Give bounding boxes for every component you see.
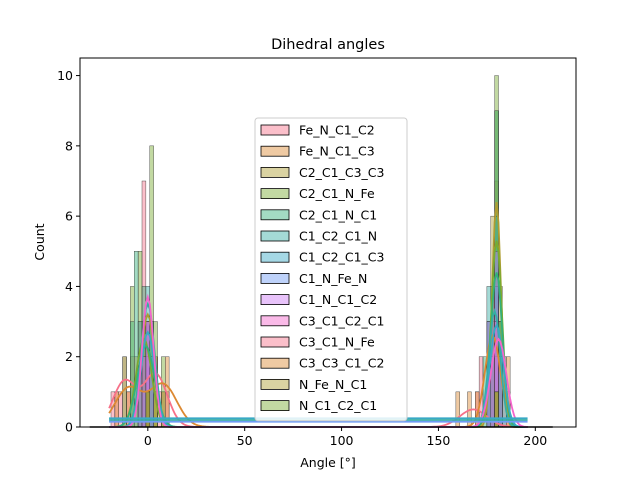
legend-label-C2_C1_C3_C3: C2_C1_C3_C3 (299, 165, 384, 180)
y-tick-label-8: 8 (65, 138, 73, 153)
legend: Fe_N_C1_C2 Fe_N_C1_C3 C2_C1_C3_C3 C2_C1_N_F… (254, 117, 408, 422)
legend-label-C1_C2_C1_N: C1_C2_C1_N (299, 229, 377, 244)
legend-swatch-C3_C1_N_Fe (260, 336, 290, 348)
legend-swatch-C2_C1_N_C1 (260, 209, 290, 221)
legend-swatch-C1_N_Fe_N (260, 272, 290, 284)
y-axis-label: Count (32, 223, 47, 260)
legend-swatch-C2_C1_C3_C3 (260, 166, 290, 178)
x-tick-label-100: 100 (330, 433, 354, 448)
legend-swatch-C1_N_C1_C2 (260, 294, 290, 306)
legend-swatch-Fe_N_C1_C3 (260, 145, 290, 157)
y-tick-label-0: 0 (65, 420, 73, 435)
legend-label-C1_N_C1_C2: C1_N_C1_C2 (299, 292, 377, 307)
x-tick-label-150: 150 (427, 433, 451, 448)
legend-swatch-C3_C3_C1_C2 (260, 357, 290, 369)
legend-box (254, 117, 408, 422)
y-tick-label-2: 2 (65, 349, 73, 364)
y-tick-label-4: 4 (65, 279, 73, 294)
legend-swatch-Fe_N_C1_C2 (260, 124, 290, 136)
legend-swatch-N_Fe_N_C1 (260, 378, 290, 390)
y-tick-label-6: 6 (65, 209, 73, 224)
legend-swatch-C2_C1_N_Fe (260, 188, 290, 200)
y-tick-label-10: 10 (57, 68, 73, 83)
legend-swatch-C1_C2_C1_C3 (260, 251, 290, 263)
legend-label-Fe_N_C1_C2: Fe_N_C1_C2 (299, 123, 375, 138)
x-tick-label-50: 50 (237, 433, 253, 448)
legend-label-C1_N_Fe_N: C1_N_Fe_N (299, 271, 367, 286)
x-axis-label: Angle [°] (300, 455, 356, 470)
legend-label-N_C1_C2_C1: N_C1_C2_C1 (299, 398, 377, 413)
legend-label-N_Fe_N_C1: N_Fe_N_C1 (299, 377, 367, 392)
plot-frame (79, 57, 577, 428)
x-tick-label-200: 200 (523, 433, 547, 448)
x-axis: 0 50 100 150 200 (144, 427, 547, 448)
legend-swatch-N_C1_C2_C1 (260, 400, 290, 412)
legend-label-C2_C1_N_Fe: C2_C1_N_Fe (299, 186, 375, 201)
legend-label-C3_C1_N_Fe: C3_C1_N_Fe (299, 335, 375, 350)
chart-title: Dihedral angles (271, 37, 385, 53)
legend-label-C2_C1_N_C1: C2_C1_N_C1 (299, 207, 377, 222)
y-axis: 0 2 4 6 8 10 (57, 68, 80, 435)
legend-swatch-C1_C2_C1_N (260, 230, 290, 242)
x-tick-label-0: 0 (144, 433, 152, 448)
legend-label-C1_C2_C1_C3: C1_C2_C1_C3 (299, 250, 384, 265)
legend-label-C3_C3_C1_C2: C3_C3_C1_C2 (299, 356, 384, 371)
legend-label-Fe_N_C1_C3: Fe_N_C1_C3 (299, 144, 375, 159)
legend-label-C3_C1_C2_C1: C3_C1_C2_C1 (299, 313, 384, 328)
legend-swatch-C3_C1_C2_C1 (260, 315, 290, 327)
